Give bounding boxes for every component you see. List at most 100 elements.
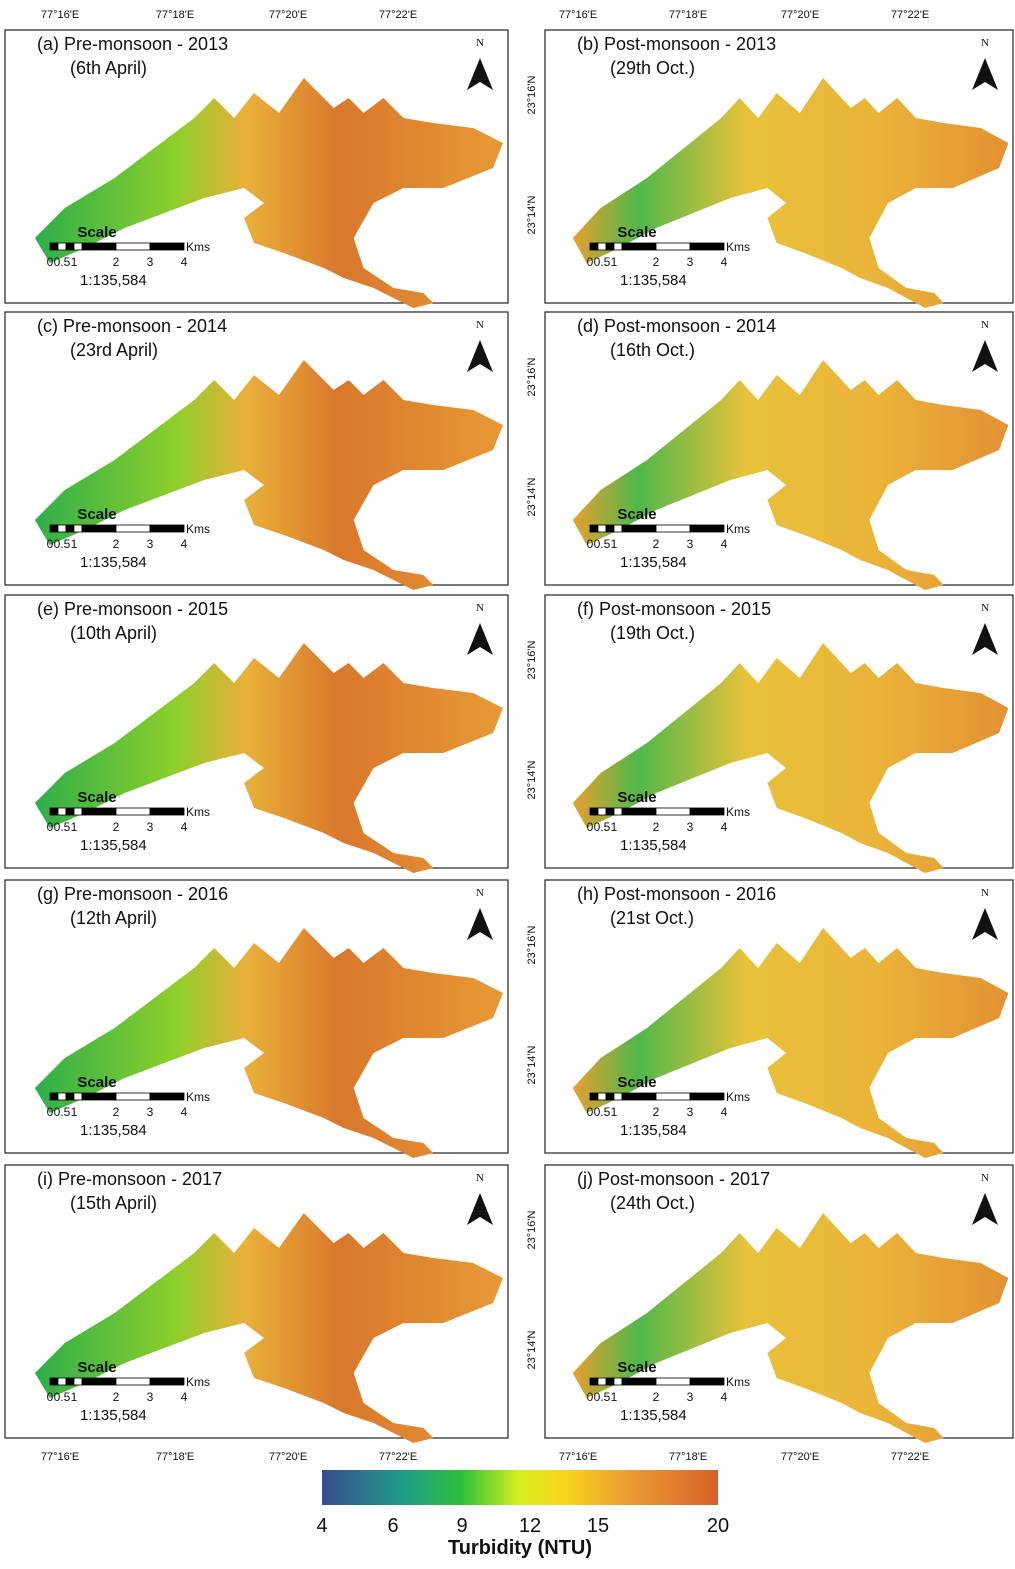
scale-unit: Kms xyxy=(186,522,210,536)
longitude-label: 77°20'E xyxy=(781,1451,819,1463)
legend-tick: 9 xyxy=(456,1515,467,1537)
scale-title: Scale xyxy=(77,1074,116,1091)
scale-tick: 3 xyxy=(687,820,694,834)
map-panel: (a) Pre-monsoon - 2013(6th April)NScaleK… xyxy=(5,30,508,308)
legend-tick: 12 xyxy=(519,1515,541,1537)
scale-segment xyxy=(656,243,690,250)
scale-ratio: 1:135,584 xyxy=(620,272,687,289)
panel-title: (b) Post-monsoon - 2013 xyxy=(577,34,776,54)
longitude-label: 77°20'E xyxy=(269,9,307,21)
scale-tick: 0.5 xyxy=(594,1390,611,1404)
panel-date: (15th April) xyxy=(70,1193,157,1213)
scale-segment xyxy=(614,1378,622,1385)
scale-ratio: 1:135,584 xyxy=(80,837,147,854)
scale-title: Scale xyxy=(617,506,656,523)
scale-unit: Kms xyxy=(726,522,750,536)
scale-segment xyxy=(614,525,622,532)
map-panel: (j) Post-monsoon - 2017(24th Oct.)NScale… xyxy=(545,1165,1013,1443)
panel-title: (e) Pre-monsoon - 2015 xyxy=(37,599,228,619)
scale-segment xyxy=(590,808,598,815)
scale-segment xyxy=(82,1093,116,1100)
scale-segment xyxy=(50,243,58,250)
latitude-label: 23°16'N xyxy=(526,925,538,964)
longitude-label: 77°20'E xyxy=(269,1451,307,1463)
scale-title: Scale xyxy=(77,1359,116,1376)
scale-ratio: 1:135,584 xyxy=(80,1122,147,1139)
latitude-label: 23°16'N xyxy=(526,640,538,679)
scale-tick: 3 xyxy=(147,820,154,834)
panel-date: (29th Oct.) xyxy=(610,58,695,78)
scale-segment xyxy=(66,1378,74,1385)
scale-tick: 0.5 xyxy=(54,820,71,834)
scale-segment xyxy=(74,808,82,815)
scale-tick: 3 xyxy=(147,1390,154,1404)
scale-tick: 2 xyxy=(113,255,120,269)
scale-segment xyxy=(58,1093,66,1100)
scale-segment xyxy=(598,1378,606,1385)
longitude-label: 77°18'E xyxy=(669,1451,707,1463)
latitude-label: 23°14'N xyxy=(526,1045,538,1084)
latitude-label: 23°16'N xyxy=(526,75,538,114)
scale-tick: 0 xyxy=(587,537,594,551)
scale-tick: 2 xyxy=(653,1390,660,1404)
scale-segment xyxy=(58,808,66,815)
scale-tick: 0 xyxy=(47,820,54,834)
latitude-label: 23°14'N xyxy=(526,195,538,234)
scale-tick: 3 xyxy=(147,537,154,551)
scale-segment xyxy=(656,1378,690,1385)
scale-segment xyxy=(590,1093,598,1100)
scale-title: Scale xyxy=(77,789,116,806)
scale-tick: 0.5 xyxy=(594,820,611,834)
scale-tick: 1 xyxy=(611,820,618,834)
scale-tick: 0.5 xyxy=(594,255,611,269)
scale-tick: 0 xyxy=(587,1105,594,1119)
scale-tick: 0 xyxy=(587,1390,594,1404)
scale-segment xyxy=(82,808,116,815)
legend-tick: 4 xyxy=(316,1515,327,1537)
latitude-label: 23°14'N xyxy=(526,760,538,799)
scale-tick: 0 xyxy=(587,820,594,834)
scale-tick: 4 xyxy=(721,1105,728,1119)
scale-ratio: 1:135,584 xyxy=(80,554,147,571)
scale-segment xyxy=(622,1093,656,1100)
scale-segment xyxy=(116,808,150,815)
panel-title: (i) Pre-monsoon - 2017 xyxy=(37,1169,222,1189)
longitude-label: 77°18'E xyxy=(156,9,194,21)
scale-segment xyxy=(150,525,184,532)
scale-segment xyxy=(82,525,116,532)
scale-segment xyxy=(74,1093,82,1100)
north-label: N xyxy=(981,887,989,899)
scale-segment xyxy=(74,525,82,532)
scale-tick: 0.5 xyxy=(54,255,71,269)
scale-tick: 3 xyxy=(687,1105,694,1119)
scale-segment xyxy=(622,808,656,815)
scale-segment xyxy=(66,1093,74,1100)
scale-segment xyxy=(622,243,656,250)
scale-segment xyxy=(590,1378,598,1385)
scale-unit: Kms xyxy=(726,805,750,819)
longitude-label: 77°16'E xyxy=(41,9,79,21)
legend-tick: 20 xyxy=(707,1515,729,1537)
scale-segment xyxy=(58,243,66,250)
scale-tick: 0 xyxy=(587,255,594,269)
scale-tick: 4 xyxy=(721,1390,728,1404)
north-label: N xyxy=(476,602,484,614)
scale-segment xyxy=(614,243,622,250)
scale-title: Scale xyxy=(617,789,656,806)
scale-tick: 4 xyxy=(181,1105,188,1119)
scale-segment xyxy=(690,1378,724,1385)
panel-title: (f) Post-monsoon - 2015 xyxy=(577,599,771,619)
scale-title: Scale xyxy=(77,506,116,523)
scale-segment xyxy=(656,1093,690,1100)
panel-title: (c) Pre-monsoon - 2014 xyxy=(37,316,227,336)
north-label: N xyxy=(981,602,989,614)
panel-date: (12th April) xyxy=(70,908,157,928)
scale-segment xyxy=(74,243,82,250)
scale-tick: 3 xyxy=(147,1105,154,1119)
north-label: N xyxy=(476,37,484,49)
scale-tick: 0 xyxy=(47,1105,54,1119)
panel-date: (21st Oct.) xyxy=(610,908,694,928)
scale-unit: Kms xyxy=(186,805,210,819)
panel-title: (j) Post-monsoon - 2017 xyxy=(577,1169,770,1189)
panel-title: (h) Post-monsoon - 2016 xyxy=(577,884,776,904)
